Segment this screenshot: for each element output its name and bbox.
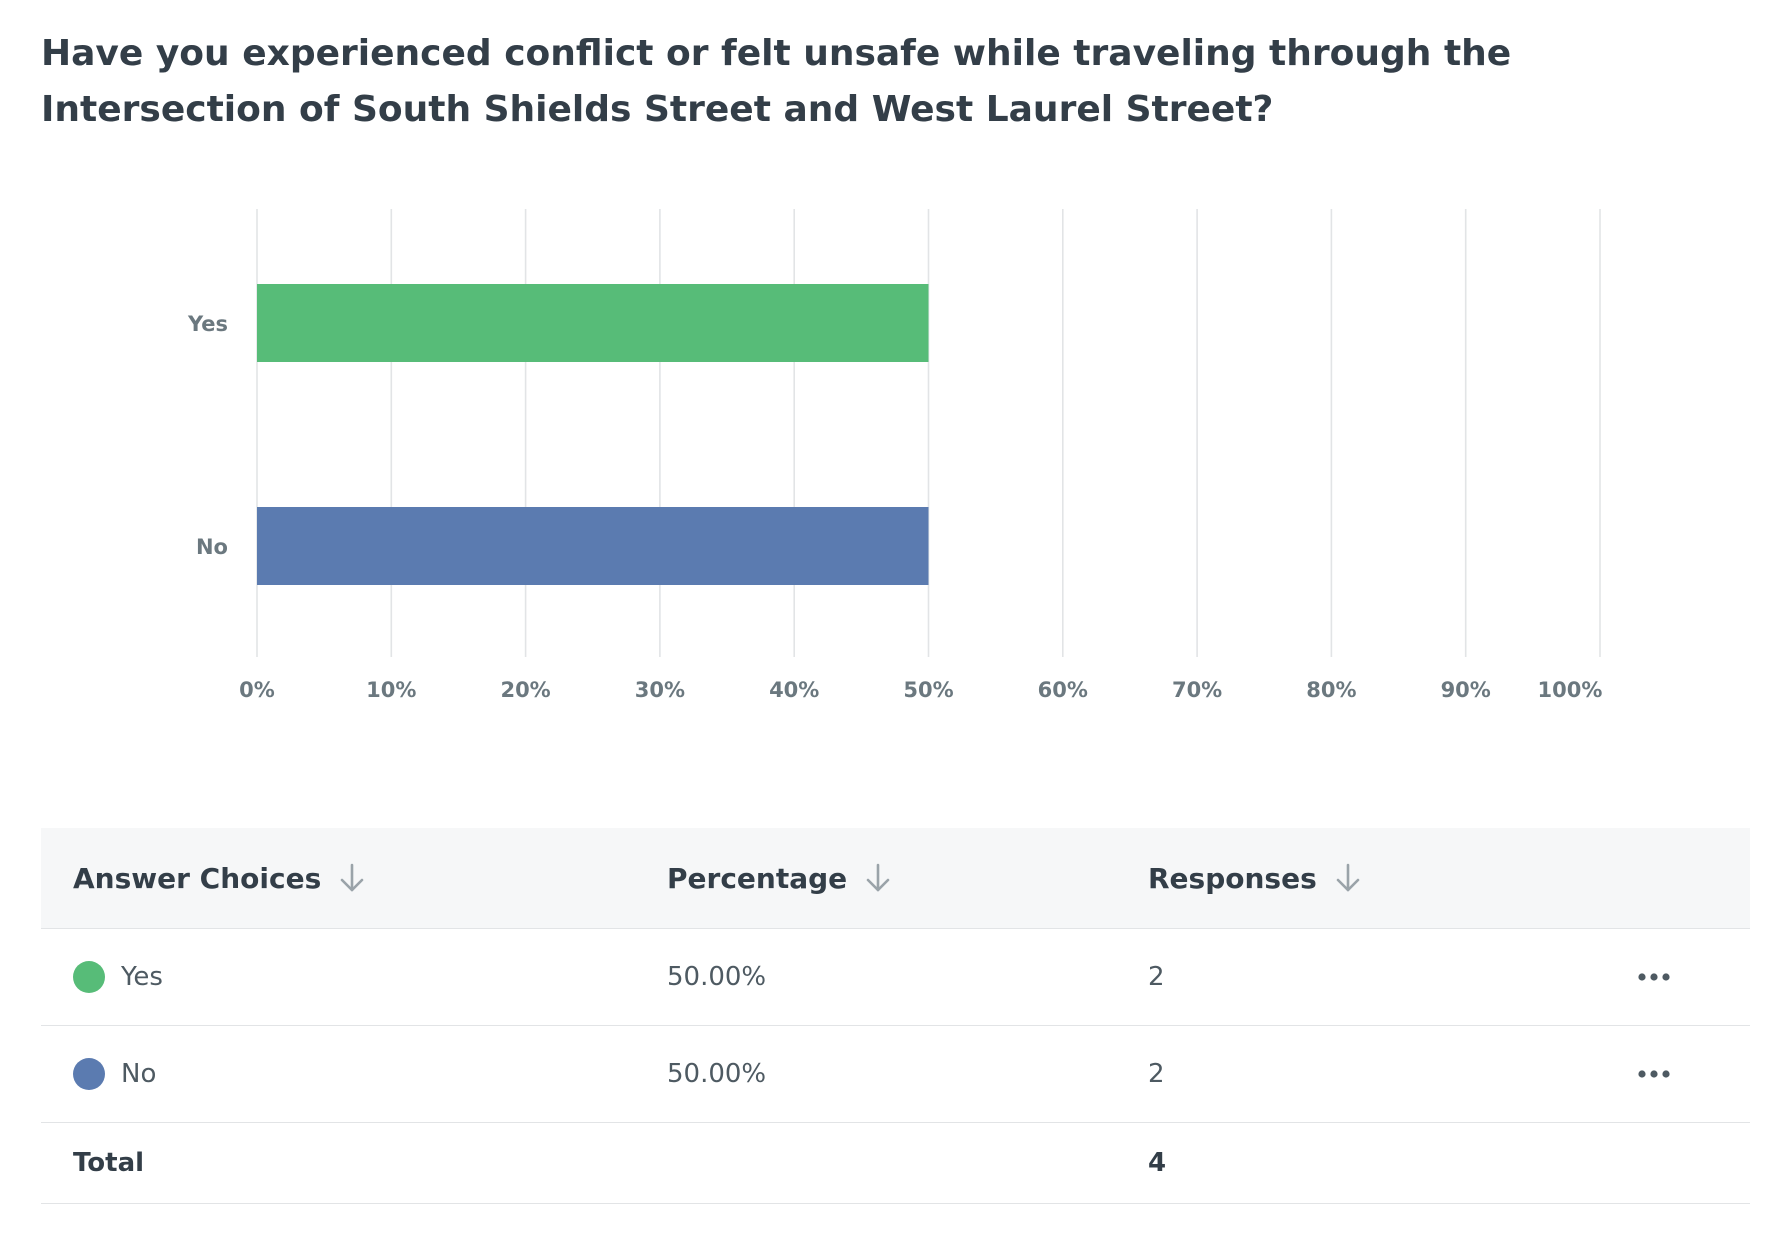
answer-choices-header-label: Answer Choices <box>73 861 322 895</box>
answer-label: Yes <box>121 962 163 992</box>
percentage-header[interactable]: Percentage <box>667 828 891 928</box>
more-options-icon <box>1638 1070 1670 1078</box>
table-header: Answer Choices Percentage Responses <box>41 828 1750 929</box>
table-row: Yes 50.00% 2 <box>41 929 1750 1026</box>
row-more-options-button[interactable] <box>1638 929 1670 1025</box>
bar-chart: 0% 10% 20% 30% 40% 50% 60% 70% 80% 90% 100% Yes No <box>187 209 1603 702</box>
color-swatch <box>73 961 105 993</box>
x-tick-label: 60% <box>1038 678 1088 702</box>
x-tick-label: 100% <box>1538 678 1603 702</box>
sort-arrow-down-icon <box>340 863 364 892</box>
color-swatch <box>73 1058 105 1090</box>
answer-cell: Yes <box>73 929 163 1025</box>
sort-arrow-down-icon <box>866 863 890 892</box>
total-row: Total 4 <box>41 1123 1750 1204</box>
responses-header-label: Responses <box>1148 861 1317 895</box>
answer-choices-header[interactable]: Answer Choices <box>73 828 365 928</box>
x-tick-label: 20% <box>500 678 550 702</box>
answer-cell: No <box>73 1026 156 1122</box>
results-table: Answer Choices Percentage Responses Yes <box>41 828 1750 1204</box>
answer-label: No <box>121 1059 157 1089</box>
sort-arrow-down-icon <box>1336 863 1360 892</box>
bar[interactable] <box>257 284 929 362</box>
responses-cell: 2 <box>1148 1059 1165 1089</box>
x-tick-label: 40% <box>769 678 819 702</box>
x-tick-label: 0% <box>239 678 275 702</box>
category-label: Yes <box>187 312 228 336</box>
bar[interactable] <box>257 507 929 585</box>
percentage-cell: 50.00% <box>667 1059 767 1089</box>
percentage-header-label: Percentage <box>667 861 848 895</box>
more-options-icon <box>1638 973 1670 981</box>
question-title: Have you experienced conflict or felt un… <box>41 33 1512 130</box>
total-responses: 4 <box>1148 1148 1167 1178</box>
category-label: No <box>196 535 228 559</box>
responses-cell: 2 <box>1148 962 1165 992</box>
x-tick-label: 80% <box>1306 678 1356 702</box>
percentage-cell: 50.00% <box>667 962 767 992</box>
x-tick-label: 90% <box>1441 678 1491 702</box>
x-tick-label: 50% <box>903 678 953 702</box>
responses-header[interactable]: Responses <box>1148 828 1361 928</box>
table-row: No 50.00% 2 <box>41 1026 1750 1123</box>
x-tick-label: 70% <box>1172 678 1222 702</box>
row-more-options-button[interactable] <box>1638 1026 1670 1122</box>
total-label: Total <box>73 1148 145 1178</box>
x-tick-label: 10% <box>366 678 416 702</box>
x-tick-label: 30% <box>635 678 685 702</box>
